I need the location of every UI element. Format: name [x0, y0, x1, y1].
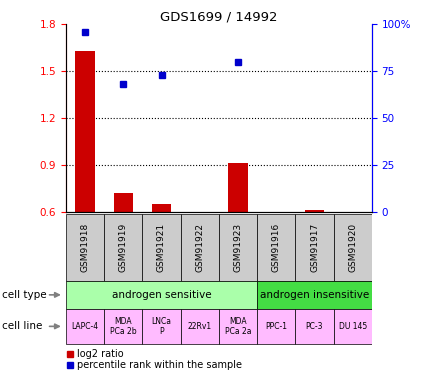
Text: cell line: cell line [2, 321, 42, 332]
Bar [334, 309, 372, 344]
Text: MDA
PCa 2b: MDA PCa 2b [110, 316, 136, 336]
Text: LNCa
P: LNCa P [151, 316, 172, 336]
Text: GSM91919: GSM91919 [119, 223, 128, 272]
Bar [219, 309, 257, 344]
Bar [181, 214, 219, 280]
Bar [104, 309, 142, 344]
Bar [66, 280, 257, 309]
Text: GSM91921: GSM91921 [157, 223, 166, 272]
Text: PPC-1: PPC-1 [265, 322, 287, 331]
Bar [229, 164, 247, 212]
Text: MDA
PCa 2a: MDA PCa 2a [225, 316, 251, 336]
Bar [76, 51, 94, 212]
Bar [257, 214, 295, 280]
Text: percentile rank within the sample: percentile rank within the sample [76, 360, 241, 370]
Text: PC-3: PC-3 [306, 322, 323, 331]
Text: GSM91916: GSM91916 [272, 223, 281, 272]
Bar [257, 309, 295, 344]
Bar [66, 309, 104, 344]
Bar [305, 210, 324, 212]
Text: cell type: cell type [2, 290, 47, 300]
Bar [142, 309, 181, 344]
Bar [219, 214, 257, 280]
Bar [295, 214, 334, 280]
Bar [295, 309, 334, 344]
Bar [152, 204, 171, 212]
Bar [142, 214, 181, 280]
Bar [181, 309, 219, 344]
Bar [334, 214, 372, 280]
Bar [257, 280, 372, 309]
Text: androgen sensitive: androgen sensitive [112, 290, 211, 300]
Text: log2 ratio: log2 ratio [76, 349, 123, 359]
Bar [113, 193, 133, 212]
Text: DU 145: DU 145 [339, 322, 367, 331]
Text: GSM91917: GSM91917 [310, 223, 319, 272]
Text: GSM91918: GSM91918 [80, 223, 90, 272]
Text: LAPC-4: LAPC-4 [71, 322, 99, 331]
Title: GDS1699 / 14992: GDS1699 / 14992 [160, 10, 278, 23]
Text: GSM91922: GSM91922 [195, 223, 204, 272]
Text: GSM91923: GSM91923 [233, 223, 243, 272]
Text: 22Rv1: 22Rv1 [188, 322, 212, 331]
Bar [66, 214, 104, 280]
Text: androgen insensitive: androgen insensitive [260, 290, 369, 300]
Text: GSM91920: GSM91920 [348, 223, 357, 272]
Bar [104, 214, 142, 280]
